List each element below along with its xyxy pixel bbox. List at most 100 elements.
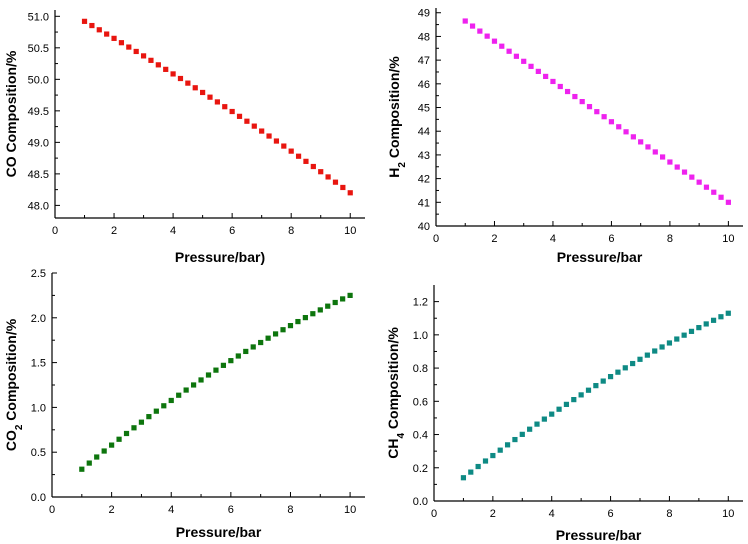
data-point bbox=[183, 387, 189, 393]
data-point bbox=[170, 71, 176, 77]
x-tick-label: 10 bbox=[722, 233, 734, 245]
data-point bbox=[527, 426, 533, 432]
data-point bbox=[543, 73, 549, 80]
y-tick-label: 48.0 bbox=[28, 200, 49, 212]
data-point bbox=[710, 317, 717, 323]
data-point bbox=[310, 163, 316, 170]
data-point bbox=[513, 53, 520, 59]
y-tick-label: 0.0 bbox=[413, 496, 428, 508]
data-point bbox=[549, 411, 555, 417]
data-point bbox=[280, 327, 286, 333]
data-point bbox=[317, 307, 323, 313]
data-point bbox=[497, 447, 503, 453]
data-point bbox=[696, 179, 702, 185]
data-point bbox=[200, 89, 206, 96]
y-tick-label: 51.0 bbox=[28, 11, 49, 23]
data-point bbox=[347, 292, 353, 298]
data-point bbox=[303, 158, 309, 164]
x-tick-label: 0 bbox=[431, 508, 437, 520]
data-point bbox=[251, 123, 257, 129]
data-point bbox=[265, 335, 271, 341]
data-point bbox=[126, 44, 132, 50]
x-tick-label: 4 bbox=[549, 508, 555, 520]
data-point bbox=[140, 53, 147, 59]
y-tick-label: 49 bbox=[418, 8, 430, 20]
data-point bbox=[168, 397, 174, 404]
data-point bbox=[652, 348, 658, 354]
x-tick-label: 6 bbox=[608, 508, 614, 520]
data-point bbox=[703, 184, 710, 190]
data-point bbox=[325, 174, 331, 180]
data-point bbox=[622, 365, 628, 371]
x-axis-label: Pressure/bar) bbox=[175, 249, 265, 265]
data-point bbox=[477, 28, 483, 34]
data-point bbox=[594, 109, 600, 115]
y-tick-label: 0.2 bbox=[413, 463, 428, 475]
data-point bbox=[696, 325, 702, 331]
data-point bbox=[725, 310, 731, 316]
data-point bbox=[302, 315, 308, 321]
y-tick-label: 41 bbox=[418, 197, 430, 209]
data-point bbox=[161, 403, 167, 409]
data-point bbox=[607, 374, 614, 380]
data-point bbox=[244, 118, 250, 124]
y-tick-label: 0.5 bbox=[31, 447, 46, 459]
data-point bbox=[153, 408, 159, 414]
data-point bbox=[287, 323, 294, 329]
data-point bbox=[281, 143, 287, 149]
data-point bbox=[288, 148, 294, 154]
data-point bbox=[615, 369, 621, 375]
data-point bbox=[214, 99, 220, 105]
data-point bbox=[564, 88, 571, 95]
data-point bbox=[131, 425, 137, 431]
data-point bbox=[273, 138, 280, 144]
data-point bbox=[491, 38, 498, 44]
data-point bbox=[556, 406, 562, 412]
data-point bbox=[499, 43, 505, 49]
data-point bbox=[637, 356, 643, 362]
x-tick-label: 10 bbox=[344, 225, 356, 237]
data-point bbox=[535, 68, 541, 74]
x-tick-label: 10 bbox=[722, 508, 734, 520]
y-tick-label: 1.0 bbox=[413, 330, 428, 342]
data-point bbox=[585, 387, 592, 393]
data-point bbox=[519, 431, 525, 437]
data-point bbox=[475, 463, 481, 470]
y-axis-label: H2 Composition/% bbox=[386, 56, 408, 178]
data-point bbox=[674, 336, 680, 342]
data-point bbox=[541, 416, 547, 422]
data-point bbox=[506, 48, 512, 54]
data-point bbox=[272, 331, 279, 337]
data-point bbox=[138, 419, 145, 425]
y-tick-label: 49.0 bbox=[28, 137, 49, 149]
data-point bbox=[616, 124, 622, 130]
data-point bbox=[711, 189, 717, 195]
y-tick-label: 1.5 bbox=[31, 358, 46, 370]
data-point bbox=[86, 460, 92, 466]
data-point bbox=[192, 85, 198, 91]
data-point bbox=[163, 66, 169, 72]
y-tick-label: 50.0 bbox=[28, 74, 49, 86]
x-tick-label: 8 bbox=[287, 504, 293, 516]
data-point bbox=[469, 23, 476, 29]
data-point bbox=[229, 108, 235, 115]
x-tick-label: 2 bbox=[109, 504, 115, 516]
data-point bbox=[213, 367, 219, 373]
data-point bbox=[652, 149, 658, 155]
x-tick-label: 8 bbox=[667, 233, 673, 245]
data-point bbox=[460, 475, 467, 481]
data-point bbox=[325, 303, 331, 309]
data-point bbox=[104, 31, 110, 37]
data-point bbox=[718, 314, 724, 320]
data-point bbox=[155, 62, 161, 68]
y-tick-label: 2.5 bbox=[31, 268, 46, 280]
data-point bbox=[185, 80, 191, 86]
data-point bbox=[295, 318, 301, 325]
data-point bbox=[258, 339, 264, 346]
data-point bbox=[667, 159, 673, 165]
x-tick-label: 6 bbox=[229, 225, 235, 237]
y-tick-label: 0.4 bbox=[413, 430, 428, 442]
data-point bbox=[521, 58, 527, 64]
y-tick-label: 40 bbox=[418, 221, 430, 233]
data-point bbox=[266, 133, 272, 139]
